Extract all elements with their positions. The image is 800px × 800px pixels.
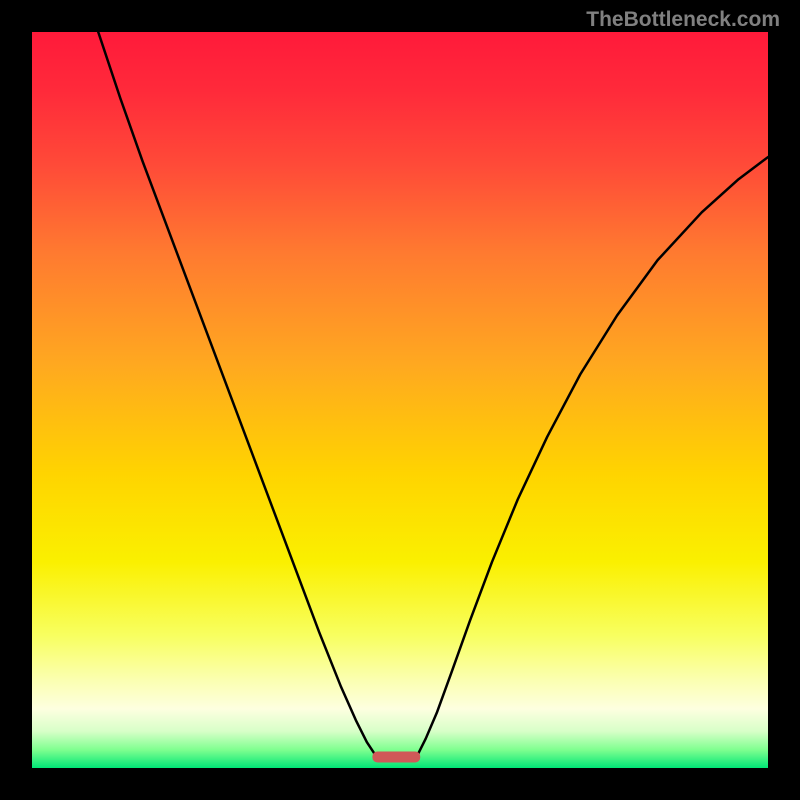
chart-container: TheBottleneck.com xyxy=(0,0,800,800)
gradient-background xyxy=(32,32,768,768)
plot-area xyxy=(32,32,768,768)
optimal-marker xyxy=(372,751,420,762)
watermark-text: TheBottleneck.com xyxy=(586,8,780,32)
chart-svg xyxy=(32,32,768,768)
